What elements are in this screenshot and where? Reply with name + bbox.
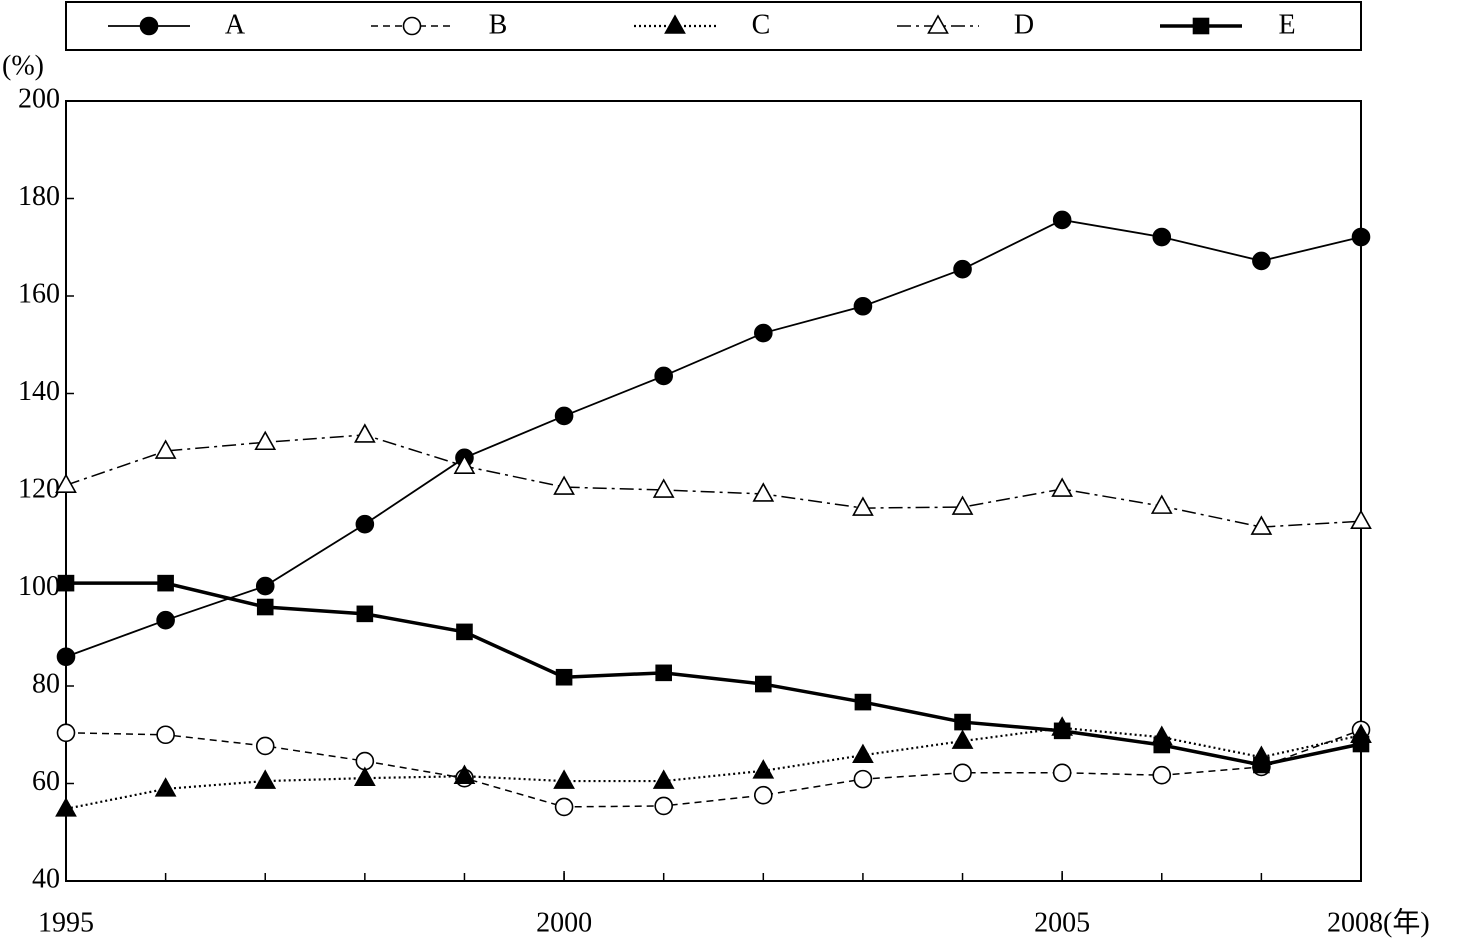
marker: [553, 769, 575, 789]
marker: [554, 797, 574, 817]
legend-label: E: [1278, 9, 1295, 40]
marker: [356, 605, 374, 623]
series-line: [65, 219, 1362, 658]
marker: [1152, 765, 1172, 785]
marker: [57, 574, 75, 592]
marker: [1153, 736, 1171, 754]
marker: [255, 576, 275, 596]
marker: [254, 769, 277, 789]
marker: [953, 259, 972, 279]
marker: [156, 610, 175, 630]
marker: [655, 664, 672, 682]
legend-marker: [402, 16, 422, 36]
marker: [652, 769, 675, 789]
marker: [156, 725, 175, 745]
legend-marker: [139, 16, 159, 36]
marker: [1350, 509, 1372, 530]
marker: [56, 723, 76, 743]
marker: [553, 475, 575, 495]
marker: [853, 296, 873, 316]
marker: [255, 736, 275, 756]
x-tick-label: 2008(年): [1327, 906, 1430, 938]
y-tick-label: 140: [18, 376, 60, 407]
marker: [1351, 227, 1371, 247]
marker: [654, 366, 673, 386]
marker: [154, 439, 177, 459]
y-tick-label: 200: [18, 83, 60, 114]
legend-label: C: [752, 9, 771, 40]
marker: [1051, 477, 1074, 497]
x-tick-label: 2005: [1034, 907, 1090, 938]
marker: [1250, 515, 1273, 535]
legend-marker: [1192, 17, 1210, 35]
marker: [355, 514, 375, 534]
y-tick-label: 160: [18, 278, 60, 309]
marker: [755, 675, 772, 693]
marker: [1152, 227, 1172, 247]
legend-marker: [664, 14, 686, 34]
marker: [256, 598, 274, 616]
marker: [353, 423, 376, 443]
marker: [1150, 494, 1173, 514]
marker: [854, 693, 872, 711]
marker: [55, 473, 77, 493]
marker: [954, 713, 971, 731]
marker: [652, 478, 675, 498]
legend-label: A: [225, 9, 246, 40]
marker: [453, 764, 476, 784]
marker: [752, 482, 775, 502]
series-line: [65, 434, 1362, 528]
marker: [1052, 763, 1072, 783]
marker: [1252, 251, 1271, 271]
y-tick-label: 40: [32, 863, 60, 894]
marker: [754, 785, 773, 805]
marker: [56, 647, 76, 667]
legend-marker: [927, 14, 949, 34]
series-line: [65, 729, 1362, 808]
y-tick-label: 120: [18, 473, 60, 504]
y-tick-label: 60: [32, 766, 60, 797]
x-tick-label: 2000: [536, 907, 592, 938]
legend-label: B: [489, 9, 508, 40]
plot-frame: [65, 100, 1362, 882]
marker: [456, 623, 473, 641]
legend-label: D: [1014, 9, 1034, 40]
y-axis-label: (%): [2, 50, 44, 81]
y-tick-label: 80: [32, 668, 60, 699]
legend-box: [65, 1, 1362, 51]
marker: [754, 323, 773, 343]
marker: [1253, 756, 1270, 774]
marker: [852, 496, 874, 516]
y-tick-label: 180: [18, 181, 60, 212]
marker: [453, 454, 476, 474]
marker: [157, 574, 174, 592]
marker: [951, 729, 974, 749]
series-line: [65, 726, 1362, 810]
marker: [554, 406, 574, 426]
marker: [1053, 722, 1071, 740]
x-tick-label: 1995: [38, 907, 94, 938]
marker: [654, 796, 673, 816]
marker: [55, 797, 77, 817]
marker: [752, 759, 775, 779]
marker: [953, 763, 972, 783]
marker: [853, 769, 873, 789]
marker: [353, 766, 376, 786]
marker: [154, 777, 177, 797]
marker: [951, 495, 974, 515]
marker: [254, 430, 277, 451]
marker: [1052, 210, 1072, 230]
marker: [555, 668, 573, 686]
y-tick-label: 100: [18, 571, 60, 602]
marker: [1352, 735, 1370, 753]
marker: [852, 743, 874, 764]
series-line: [66, 581, 1362, 767]
